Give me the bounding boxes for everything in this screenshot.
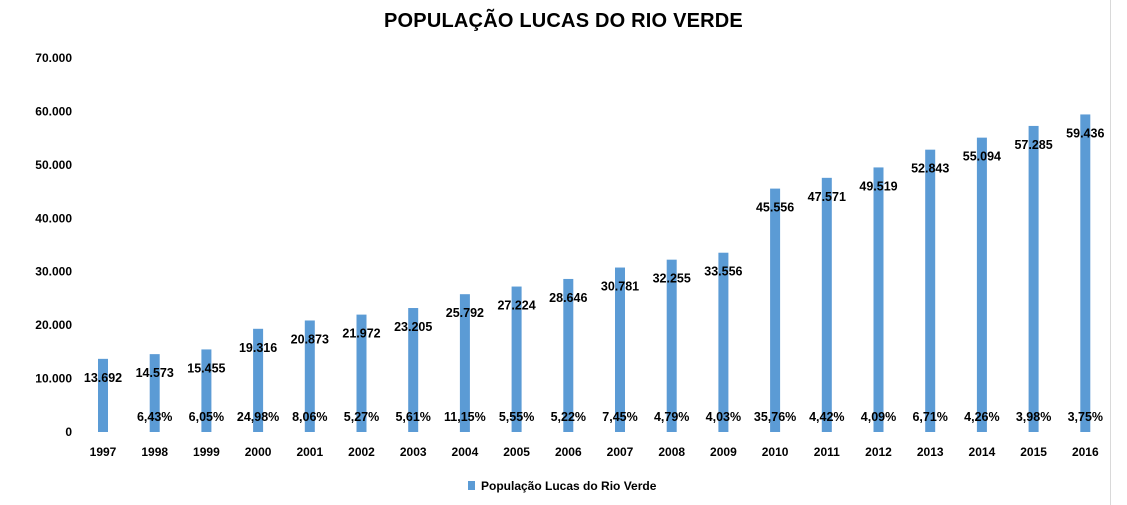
bar xyxy=(925,149,936,432)
bar xyxy=(718,252,729,432)
data-label: 19.316 xyxy=(239,341,277,355)
bar xyxy=(563,278,574,432)
x-tick-label: 2007 xyxy=(607,445,634,459)
data-label: 30.781 xyxy=(601,280,639,294)
legend: População Lucas do Rio Verde xyxy=(468,479,657,493)
x-tick-label: 2010 xyxy=(762,445,789,459)
chart-title: POPULAÇÃO LUCAS DO RIO VERDE xyxy=(384,10,743,32)
data-label: 45.556 xyxy=(756,201,794,215)
data-label: 59.436 xyxy=(1066,126,1104,140)
x-tick-label: 2016 xyxy=(1072,445,1099,459)
bar xyxy=(666,259,677,432)
bar xyxy=(873,167,884,432)
x-tick-label: 2003 xyxy=(400,445,427,459)
x-tick-label: 2008 xyxy=(658,445,685,459)
y-tick-label: 10.000 xyxy=(35,372,72,386)
bar xyxy=(976,137,987,432)
bar xyxy=(511,286,522,432)
x-tick-label: 2000 xyxy=(245,445,272,459)
bar xyxy=(770,188,781,432)
x-tick-label: 1998 xyxy=(141,445,168,459)
data-label: 15.455 xyxy=(187,361,225,375)
data-label: 20.873 xyxy=(291,332,329,346)
growth-label: 7,45% xyxy=(602,410,637,424)
data-label: 13.692 xyxy=(84,371,122,385)
x-axis: 1997 1998 1999 2000 2001 2002 2003 2004 2005 2006… xyxy=(90,445,1099,459)
data-label: 25.792 xyxy=(446,306,484,320)
bar xyxy=(1080,114,1091,432)
bar xyxy=(1028,125,1039,433)
bar xyxy=(821,177,832,432)
chart-border xyxy=(1110,0,1111,505)
bar xyxy=(356,314,367,432)
x-tick-label: 2012 xyxy=(865,445,892,459)
x-tick-label: 2009 xyxy=(710,445,737,459)
growth-label: 6,05% xyxy=(189,410,224,424)
x-tick-label: 2013 xyxy=(917,445,944,459)
bar xyxy=(253,328,264,432)
data-label: 23.205 xyxy=(394,320,432,334)
bar xyxy=(98,358,108,432)
data-label: 32.255 xyxy=(653,272,691,286)
x-tick-label: 2006 xyxy=(555,445,582,459)
growth-label: 24,98% xyxy=(237,410,279,424)
data-label: 14.573 xyxy=(136,366,174,380)
growth-label: 5,22% xyxy=(551,410,586,424)
growth-label: 4,79% xyxy=(654,410,689,424)
x-tick-label: 2011 xyxy=(814,445,840,459)
bar xyxy=(304,320,315,432)
legend-label: População Lucas do Rio Verde xyxy=(481,479,657,493)
data-label: 47.571 xyxy=(808,190,846,204)
growth-label: 3,75% xyxy=(1068,410,1103,424)
growth-labels: 6,43% 6,05% 24,98% 8,06% 5,27% 5,61% 11,15% 5,5… xyxy=(137,410,1103,424)
growth-label: 5,27% xyxy=(344,410,379,424)
growth-label: 4,42% xyxy=(809,410,844,424)
growth-label: 6,71% xyxy=(912,410,947,424)
y-axis: 0 10.000 20.000 30.000 40.000 50.000 60.000 70.… xyxy=(35,51,72,439)
data-label: 28.646 xyxy=(549,291,587,305)
x-tick-label: 2001 xyxy=(296,445,323,459)
y-tick-label: 0 xyxy=(65,425,72,439)
bar xyxy=(201,349,212,432)
y-tick-label: 60.000 xyxy=(35,104,72,118)
growth-label: 4,03% xyxy=(706,410,741,424)
data-label: 57.285 xyxy=(1014,138,1052,152)
growth-label: 3,98% xyxy=(1016,410,1051,424)
data-label: 49.519 xyxy=(859,179,897,193)
growth-label: 6,43% xyxy=(137,410,172,424)
bar xyxy=(615,267,625,432)
bar xyxy=(459,294,470,432)
data-label: 52.843 xyxy=(911,162,949,176)
data-label: 27.224 xyxy=(497,299,535,313)
x-tick-label: 2015 xyxy=(1020,445,1047,459)
legend-swatch xyxy=(468,481,475,490)
y-tick-label: 40.000 xyxy=(35,211,72,225)
bar xyxy=(408,308,419,432)
value-labels: 13.692 14.573 15.455 19.316 20.873 21.972 23.2… xyxy=(84,126,1105,384)
bars xyxy=(98,114,1091,433)
x-tick-label: 1999 xyxy=(193,445,220,459)
x-tick-label: 2004 xyxy=(452,445,479,459)
growth-label: 5,55% xyxy=(499,410,534,424)
x-tick-label: 2014 xyxy=(969,445,996,459)
bar xyxy=(149,354,160,432)
x-tick-label: 1997 xyxy=(90,445,117,459)
growth-label: 35,76% xyxy=(754,410,796,424)
data-label: 33.556 xyxy=(704,265,742,279)
growth-label: 11,15% xyxy=(444,410,486,424)
data-label: 21.972 xyxy=(342,327,380,341)
x-tick-label: 2002 xyxy=(348,445,375,459)
y-tick-label: 30.000 xyxy=(35,265,72,279)
data-label: 55.094 xyxy=(963,150,1001,164)
growth-label: 8,06% xyxy=(292,410,327,424)
x-tick-label: 2005 xyxy=(503,445,530,459)
y-tick-label: 70.000 xyxy=(35,51,72,65)
y-tick-label: 20.000 xyxy=(35,318,72,332)
growth-label: 5,61% xyxy=(395,410,430,424)
growth-label: 4,09% xyxy=(861,410,896,424)
growth-label: 4,26% xyxy=(964,410,999,424)
y-tick-label: 50.000 xyxy=(35,158,72,172)
